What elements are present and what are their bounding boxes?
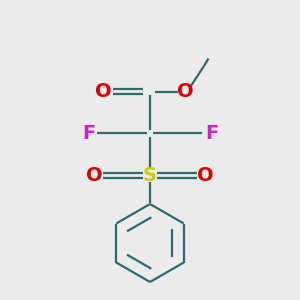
Text: F: F <box>205 124 218 143</box>
Text: O: O <box>177 82 194 101</box>
Text: F: F <box>82 124 95 143</box>
Text: O: O <box>197 166 214 185</box>
Text: S: S <box>143 166 157 185</box>
Text: O: O <box>95 82 112 101</box>
Text: O: O <box>86 166 103 185</box>
